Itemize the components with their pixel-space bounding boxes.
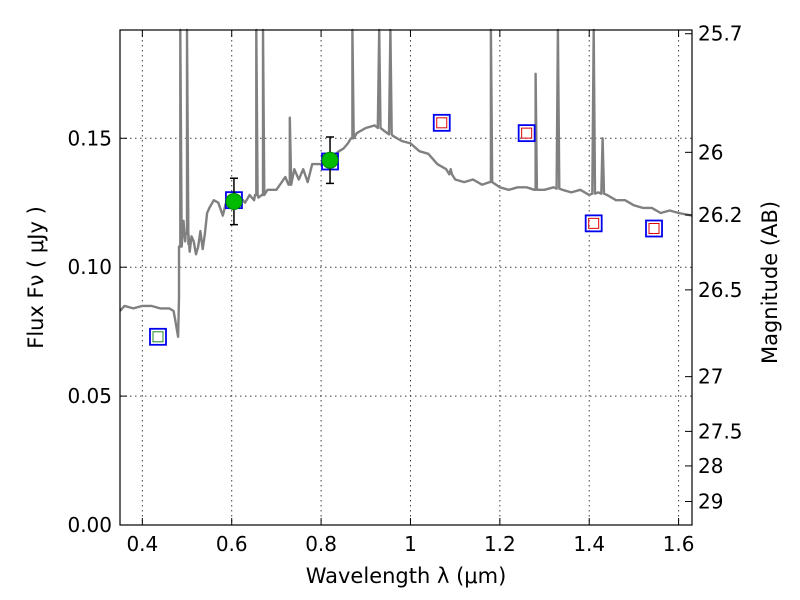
magnitude-tick-label: 25.7 bbox=[698, 22, 743, 46]
axis-ticks bbox=[120, 30, 692, 526]
model-square-marker bbox=[432, 113, 451, 132]
magnitude-tick-label: 26.5 bbox=[698, 278, 743, 302]
x-tick-label: 0.4 bbox=[126, 532, 158, 556]
x-tick-label: 1.4 bbox=[573, 532, 605, 556]
spectrum-layer bbox=[119, 28, 693, 338]
y-axis-label: Flux Fν ( μJy ) bbox=[24, 206, 48, 349]
x-tick-label: 1.2 bbox=[484, 532, 516, 556]
x-tick-label: 1 bbox=[404, 532, 417, 556]
tick-labels: 0.4 0.6 0.8 1 1.2 1.4 1.6 0.00 0.05 0.10 0.15 25.7 2… bbox=[67, 22, 742, 556]
model-square-inner bbox=[521, 127, 533, 139]
model-square-marker bbox=[517, 124, 536, 143]
photometry-markers bbox=[149, 113, 663, 346]
model-square-inner bbox=[648, 223, 660, 235]
measured-point bbox=[321, 151, 339, 169]
magnitude-tick-label: 27 bbox=[698, 365, 723, 389]
model-square-inner bbox=[436, 117, 448, 129]
model-square-inner bbox=[152, 331, 164, 343]
y-tick-label: 0.10 bbox=[67, 255, 112, 279]
magnitude-tick-label: 26 bbox=[698, 140, 723, 164]
x-tick-label: 1.6 bbox=[663, 532, 695, 556]
measured-point bbox=[225, 192, 243, 210]
x-axis-label: Wavelength λ (μm) bbox=[306, 564, 507, 588]
magnitude-tick-label: 28 bbox=[698, 454, 723, 478]
magnitude-tick-label: 27.5 bbox=[698, 419, 743, 443]
plot-frame bbox=[119, 29, 693, 526]
magnitude-tick-label: 26.2 bbox=[698, 203, 743, 227]
spectrum-line bbox=[119, 28, 693, 338]
y-tick-label: 0.15 bbox=[67, 126, 112, 150]
magnitude-tick-label: 29 bbox=[698, 489, 723, 513]
magnitude-axis-label: Magnitude (AB) bbox=[758, 201, 782, 364]
model-square-marker bbox=[584, 214, 603, 233]
y-tick-label: 0.05 bbox=[67, 384, 112, 408]
model-square-marker bbox=[149, 327, 167, 346]
grid-lines bbox=[120, 30, 692, 525]
x-tick-label: 0.6 bbox=[216, 532, 248, 556]
model-square-inner bbox=[588, 217, 600, 229]
y-tick-label: 0.00 bbox=[67, 513, 112, 537]
x-tick-label: 0.8 bbox=[305, 532, 337, 556]
model-square-marker bbox=[645, 219, 663, 238]
